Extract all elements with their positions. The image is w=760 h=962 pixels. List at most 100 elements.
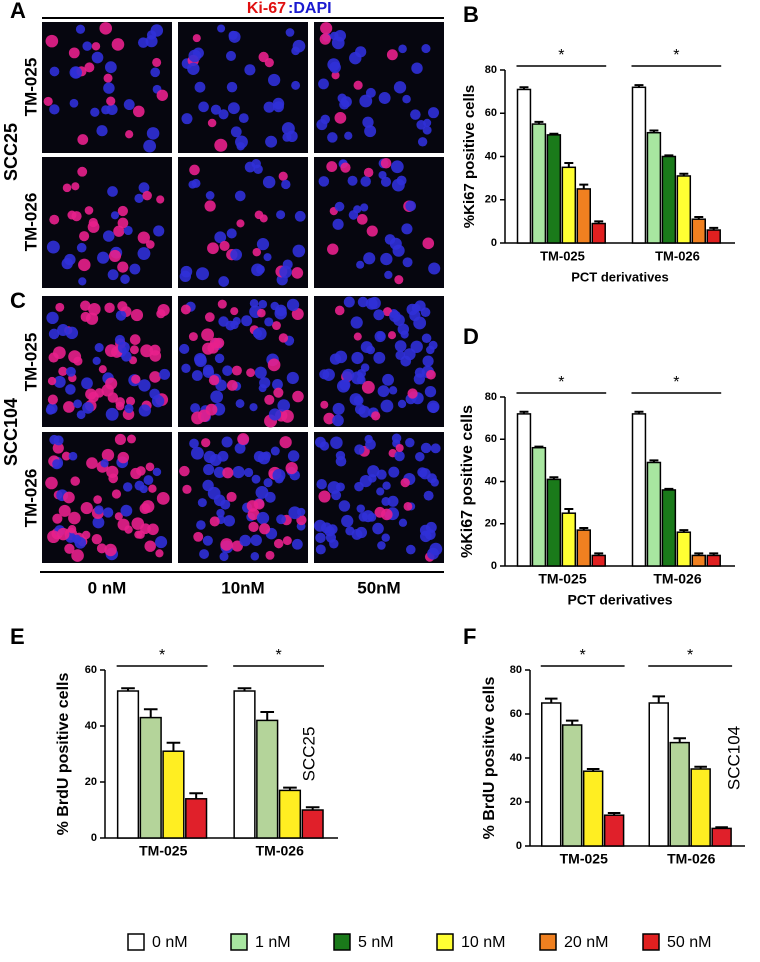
- nucleus: [181, 113, 193, 125]
- nucleus: [63, 491, 75, 504]
- nucleus: [238, 113, 249, 124]
- nucleus: [335, 455, 347, 467]
- bar: [185, 798, 208, 839]
- nucleus: [335, 482, 345, 492]
- nucleus: [82, 41, 92, 51]
- legend-label: 10 nM: [461, 934, 505, 951]
- nucleus: [125, 130, 134, 139]
- nucleus: [94, 505, 104, 515]
- nucleus: [262, 175, 276, 189]
- y-tick-label: 0: [516, 840, 522, 852]
- nucleus: [377, 385, 390, 398]
- nucleus: [45, 476, 58, 490]
- nucleus: [237, 433, 250, 446]
- error-bar: [549, 476, 559, 480]
- x-axis-label: PCT derivatives: [571, 269, 669, 284]
- nucleus: [401, 223, 413, 235]
- nucleus: [356, 375, 366, 385]
- nucleus: [117, 217, 129, 229]
- y-tick-label: 80: [485, 391, 497, 403]
- y-tick-label: 40: [485, 475, 497, 487]
- nucleus: [254, 366, 267, 379]
- nucleus: [52, 442, 64, 454]
- bar: [661, 489, 677, 567]
- nucleus: [326, 161, 338, 173]
- nucleus: [187, 62, 200, 75]
- bar: [576, 188, 591, 244]
- nucleus: [430, 443, 441, 454]
- legend-swatch: [436, 933, 454, 951]
- nucleus: [124, 525, 133, 534]
- bar: [561, 166, 577, 244]
- nucleus: [411, 303, 421, 313]
- nucleus: [179, 465, 190, 477]
- nucleus: [318, 78, 329, 90]
- nucleus: [279, 436, 292, 449]
- error-bar: [305, 806, 320, 810]
- nucleus: [407, 388, 418, 399]
- nucleus: [221, 436, 233, 448]
- nucleus: [291, 267, 304, 279]
- nucleus: [209, 337, 221, 349]
- nucleus: [159, 368, 171, 380]
- nucleus: [348, 210, 359, 220]
- nucleus: [79, 231, 90, 242]
- nucleus: [214, 231, 227, 244]
- nucleus: [249, 403, 258, 412]
- nucleus: [80, 300, 91, 311]
- nucleus: [230, 248, 242, 261]
- nucleus: [225, 50, 237, 61]
- nucleus: [257, 308, 266, 318]
- nucleus: [114, 334, 125, 345]
- y-tick-label: 20: [485, 518, 497, 530]
- nucleus: [332, 402, 345, 415]
- nucleus: [120, 274, 130, 284]
- nucleus: [117, 451, 130, 464]
- nucleus: [115, 401, 125, 411]
- nucleus: [46, 240, 60, 254]
- nucleus: [219, 552, 229, 562]
- nucleus: [373, 351, 386, 364]
- nucleus: [231, 365, 242, 376]
- nucleus: [372, 522, 384, 535]
- nucleus: [80, 311, 91, 322]
- nucleus: [380, 508, 393, 521]
- error-bar: [649, 129, 659, 133]
- nucleus: [382, 373, 394, 386]
- nucleus: [218, 316, 229, 327]
- nucleus: [360, 341, 373, 354]
- nucleus: [415, 451, 425, 462]
- bar: [648, 702, 669, 847]
- nucleus: [387, 495, 399, 507]
- nucleus: [376, 469, 387, 480]
- bar: [631, 86, 647, 244]
- bar: [561, 724, 583, 847]
- nucleus: [420, 442, 432, 454]
- nucleus: [142, 190, 152, 201]
- nucleus: [246, 368, 256, 378]
- nucleus: [340, 162, 351, 173]
- nucleus: [356, 214, 368, 225]
- nucleus: [88, 302, 101, 316]
- significance-star: *: [580, 647, 586, 664]
- nucleus: [104, 543, 117, 557]
- nucleus: [256, 238, 270, 251]
- nucleus: [359, 94, 373, 108]
- y-tick-label: 40: [85, 720, 97, 732]
- nucleus: [380, 157, 392, 169]
- nucleus: [191, 178, 201, 188]
- error-bar: [519, 86, 529, 90]
- x-axis-label: PCT derivatives: [567, 592, 672, 608]
- nucleus: [410, 109, 421, 120]
- nucleus: [149, 350, 162, 362]
- nucleus: [381, 533, 390, 542]
- nucleus: [255, 485, 269, 499]
- error-bar: [579, 183, 589, 189]
- nucleus: [53, 375, 66, 388]
- nucleus: [108, 473, 119, 484]
- nucleus: [64, 253, 76, 266]
- nucleus: [103, 507, 114, 518]
- cell-line-label: SCC104: [724, 726, 743, 790]
- nucleus: [69, 66, 82, 79]
- nucleus: [150, 67, 161, 78]
